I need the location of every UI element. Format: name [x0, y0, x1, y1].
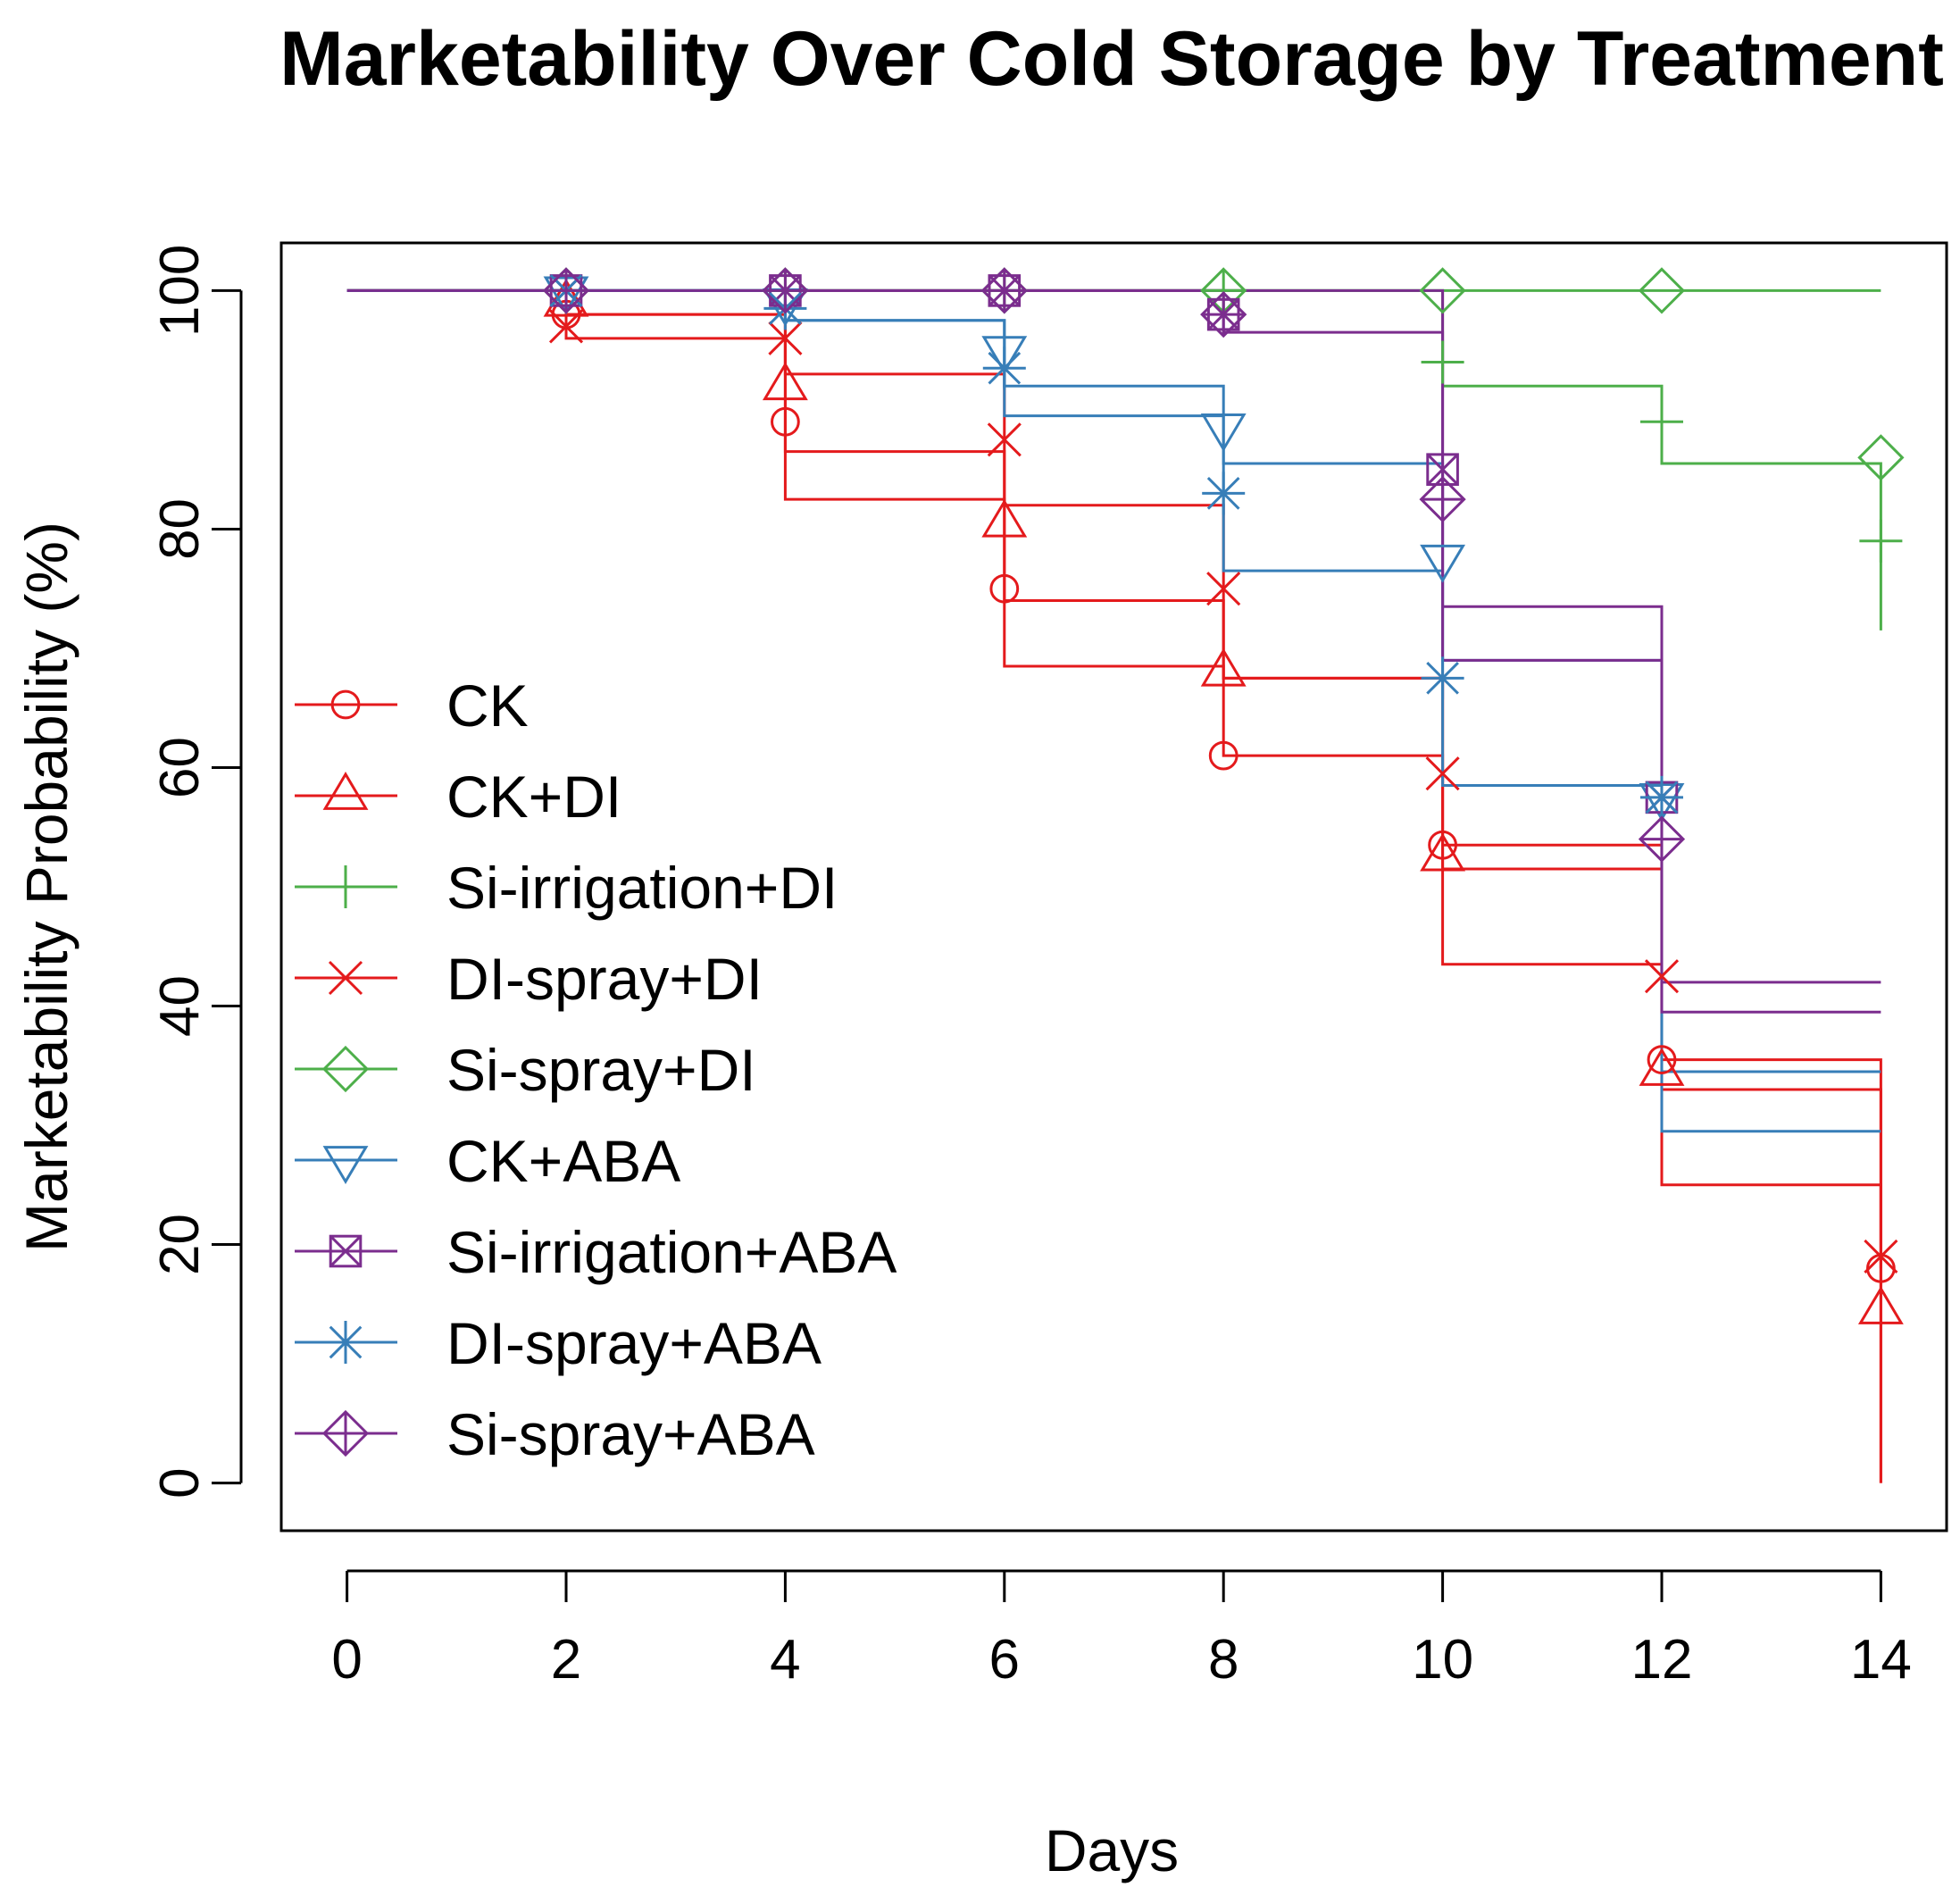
legend-marker — [324, 1321, 367, 1364]
plot-frame — [279, 241, 1948, 1532]
legend: CK CK+DI Si-irrigation+DI DI-spray+DI Si-spr… — [295, 672, 897, 1467]
legend-marker — [329, 1234, 363, 1268]
legend-label: Si-irrigation+DI — [446, 855, 838, 921]
x-tick-label: 12 — [1631, 1629, 1693, 1691]
legend-label: DI-spray+ABA — [446, 1310, 822, 1376]
x-axis-label: Days — [1045, 1817, 1179, 1883]
legend-item: CK+DI — [295, 764, 621, 830]
legend-label: Si-spray+ABA — [446, 1401, 815, 1467]
data-point — [989, 573, 1020, 604]
x-tick-label: 10 — [1412, 1629, 1473, 1691]
data-point — [1639, 1048, 1685, 1086]
data-point — [1644, 959, 1680, 994]
data-point — [1200, 290, 1247, 338]
legend-marker — [328, 960, 363, 996]
data-point — [762, 362, 808, 401]
legend-marker — [321, 1409, 370, 1457]
data-point — [1206, 572, 1241, 606]
data-point — [768, 321, 803, 355]
y-tick-label: 40 — [149, 975, 211, 1037]
data-point — [1208, 740, 1239, 771]
legend-marker — [322, 772, 369, 810]
legend-label: DI-spray+DI — [446, 946, 763, 1012]
legend-item: CK+ABA — [295, 1128, 680, 1194]
data-point — [1421, 656, 1464, 700]
y-axis: 0 20 40 60 80 100 — [149, 245, 243, 1499]
legend-item: Si-irrigation+ABA — [295, 1219, 897, 1285]
data-point — [1202, 472, 1246, 515]
data-point — [982, 347, 1026, 390]
data-point — [1420, 544, 1466, 583]
data-point — [1419, 267, 1466, 314]
legend-marker — [321, 1045, 370, 1093]
x-tick-label: 2 — [551, 1629, 581, 1691]
data-point — [1639, 400, 1683, 444]
data-point — [987, 422, 1022, 457]
data-point — [771, 406, 800, 437]
y-tick-label: 60 — [149, 737, 211, 798]
legend-item: Si-spray+ABA — [295, 1401, 815, 1467]
legend-marker — [330, 689, 361, 720]
data-point — [1200, 647, 1247, 687]
legend-item: Si-spray+DI — [295, 1037, 756, 1103]
legend-marker — [324, 865, 367, 908]
legend-item: DI-spray+DI — [295, 946, 763, 1012]
legend-label: Si-spray+DI — [446, 1037, 756, 1103]
legend-label: CK — [446, 672, 529, 739]
data-point — [1428, 830, 1457, 860]
data-point — [981, 336, 1028, 375]
series-line-2 — [346, 288, 1882, 630]
y-axis-label: Marketability Probability (%) — [13, 522, 79, 1252]
data-point — [1638, 815, 1686, 863]
data-point — [980, 267, 1028, 314]
y-tick-label: 0 — [149, 1467, 211, 1498]
marker-layer — [542, 267, 1905, 1324]
data-point — [543, 278, 589, 317]
data-point — [1857, 1286, 1904, 1324]
x-tick-label: 4 — [770, 1629, 800, 1691]
data-point — [1425, 756, 1460, 791]
legend-label: CK+ABA — [446, 1128, 680, 1194]
legend-marker — [322, 1146, 369, 1184]
data-point — [548, 309, 584, 344]
data-point — [1647, 1045, 1677, 1074]
data-point — [1864, 1239, 1898, 1274]
x-tick-label: 6 — [989, 1629, 1020, 1691]
data-point — [1638, 267, 1686, 314]
chart-title: Marketability Over Cold Storage by Treat… — [279, 16, 1944, 102]
data-point — [1421, 340, 1464, 384]
data-point — [1857, 434, 1905, 481]
x-tick-label: 14 — [1850, 1629, 1912, 1691]
legend-item: DI-spray+ABA — [295, 1310, 822, 1376]
legend-label: CK+DI — [446, 764, 621, 830]
data-point — [1639, 775, 1683, 819]
data-point — [1419, 475, 1466, 523]
data-point — [1200, 413, 1247, 452]
data-point — [762, 267, 809, 314]
legend-item: Si-irrigation+DI — [295, 855, 838, 921]
y-tick-label: 20 — [149, 1214, 211, 1275]
data-point — [1420, 832, 1466, 872]
y-tick-label: 80 — [149, 498, 211, 560]
data-point — [1859, 519, 1903, 563]
x-axis: 0 2 4 6 8 10 12 14 — [331, 1569, 1912, 1691]
legend-label: Si-irrigation+ABA — [446, 1219, 897, 1285]
legend-item: CK — [295, 672, 529, 739]
x-tick-label: 0 — [331, 1629, 362, 1691]
y-tick-label: 100 — [149, 245, 211, 337]
data-point — [981, 498, 1028, 538]
x-tick-label: 8 — [1208, 1629, 1239, 1691]
data-point — [542, 267, 590, 314]
